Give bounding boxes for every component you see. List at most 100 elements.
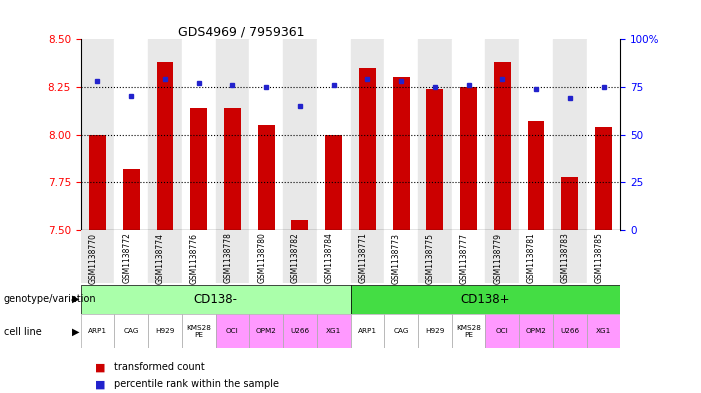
Bar: [148, 39, 182, 230]
Bar: [384, 230, 418, 283]
Bar: [485, 39, 519, 230]
Text: GSM1138772: GSM1138772: [122, 233, 131, 283]
Bar: [553, 39, 587, 230]
Bar: [485, 314, 519, 348]
Text: GSM1138776: GSM1138776: [190, 233, 198, 284]
Bar: [519, 230, 553, 283]
Text: GSM1138774: GSM1138774: [156, 233, 165, 284]
Bar: [148, 230, 182, 283]
Text: U266: U266: [560, 328, 579, 334]
Bar: [81, 230, 114, 283]
Bar: [485, 230, 519, 283]
Text: GSM1138784: GSM1138784: [325, 233, 334, 283]
Bar: [123, 169, 139, 230]
Text: genotype/variation: genotype/variation: [4, 294, 96, 304]
Text: OPM2: OPM2: [526, 328, 547, 334]
Text: GSM1138781: GSM1138781: [527, 233, 536, 283]
Bar: [384, 314, 418, 348]
Bar: [595, 127, 612, 230]
Bar: [114, 39, 148, 230]
Text: GSM1138771: GSM1138771: [358, 233, 367, 283]
Text: XG1: XG1: [596, 328, 611, 334]
Text: KMS28
PE: KMS28 PE: [186, 325, 211, 338]
Text: GSM1138782: GSM1138782: [291, 233, 300, 283]
Text: H929: H929: [425, 328, 444, 334]
Bar: [528, 121, 545, 230]
Bar: [519, 314, 553, 348]
Bar: [156, 62, 173, 230]
Bar: [359, 68, 376, 230]
Bar: [216, 314, 250, 348]
Bar: [317, 314, 350, 348]
Text: CAG: CAG: [123, 328, 139, 334]
Bar: [114, 230, 148, 283]
Text: transformed count: transformed count: [114, 362, 205, 373]
Bar: [553, 314, 587, 348]
Bar: [451, 39, 485, 230]
Text: cell line: cell line: [4, 327, 41, 337]
Bar: [81, 285, 350, 314]
Text: GSM1138783: GSM1138783: [561, 233, 570, 283]
Bar: [418, 230, 451, 283]
Text: CD138+: CD138+: [461, 293, 510, 306]
Bar: [426, 89, 443, 230]
Bar: [460, 87, 477, 230]
Bar: [317, 39, 350, 230]
Bar: [325, 134, 342, 230]
Text: XG1: XG1: [326, 328, 341, 334]
Bar: [216, 230, 250, 283]
Text: GSM1138779: GSM1138779: [494, 233, 503, 284]
Text: CD138-: CD138-: [193, 293, 238, 306]
Text: GSM1138778: GSM1138778: [224, 233, 233, 283]
Bar: [384, 39, 418, 230]
Bar: [250, 39, 283, 230]
Bar: [418, 314, 451, 348]
Text: percentile rank within the sample: percentile rank within the sample: [114, 379, 279, 389]
Bar: [393, 77, 409, 230]
Bar: [114, 314, 148, 348]
Bar: [258, 125, 275, 230]
Bar: [224, 108, 241, 230]
Bar: [182, 314, 216, 348]
Text: ARP1: ARP1: [358, 328, 377, 334]
Bar: [418, 39, 451, 230]
Text: OCI: OCI: [226, 328, 239, 334]
Text: H929: H929: [155, 328, 175, 334]
Bar: [89, 134, 106, 230]
Bar: [317, 230, 350, 283]
Bar: [283, 230, 317, 283]
Bar: [519, 39, 553, 230]
Text: ■: ■: [95, 362, 105, 373]
Bar: [250, 314, 283, 348]
Bar: [350, 285, 620, 314]
Bar: [182, 230, 216, 283]
Bar: [190, 108, 207, 230]
Text: OPM2: OPM2: [256, 328, 277, 334]
Text: GSM1138777: GSM1138777: [460, 233, 468, 284]
Bar: [292, 220, 308, 230]
Text: GSM1138785: GSM1138785: [594, 233, 604, 283]
Text: KMS28
PE: KMS28 PE: [456, 325, 481, 338]
Text: GSM1138780: GSM1138780: [257, 233, 266, 283]
Text: GSM1138773: GSM1138773: [392, 233, 401, 284]
Text: ▶: ▶: [72, 294, 79, 304]
Bar: [148, 314, 182, 348]
Text: GSM1138775: GSM1138775: [426, 233, 435, 284]
Text: ARP1: ARP1: [88, 328, 107, 334]
Text: OCI: OCI: [496, 328, 509, 334]
Bar: [451, 230, 485, 283]
Bar: [350, 39, 384, 230]
Bar: [494, 62, 511, 230]
Text: CAG: CAG: [393, 328, 409, 334]
Text: ■: ■: [95, 379, 105, 389]
Text: U266: U266: [290, 328, 309, 334]
Bar: [350, 314, 384, 348]
Bar: [350, 230, 384, 283]
Bar: [283, 314, 317, 348]
Text: ▶: ▶: [72, 327, 79, 337]
Bar: [587, 314, 620, 348]
Text: GSM1138770: GSM1138770: [88, 233, 97, 284]
Bar: [587, 39, 620, 230]
Text: GDS4969 / 7959361: GDS4969 / 7959361: [178, 25, 304, 38]
Bar: [553, 230, 587, 283]
